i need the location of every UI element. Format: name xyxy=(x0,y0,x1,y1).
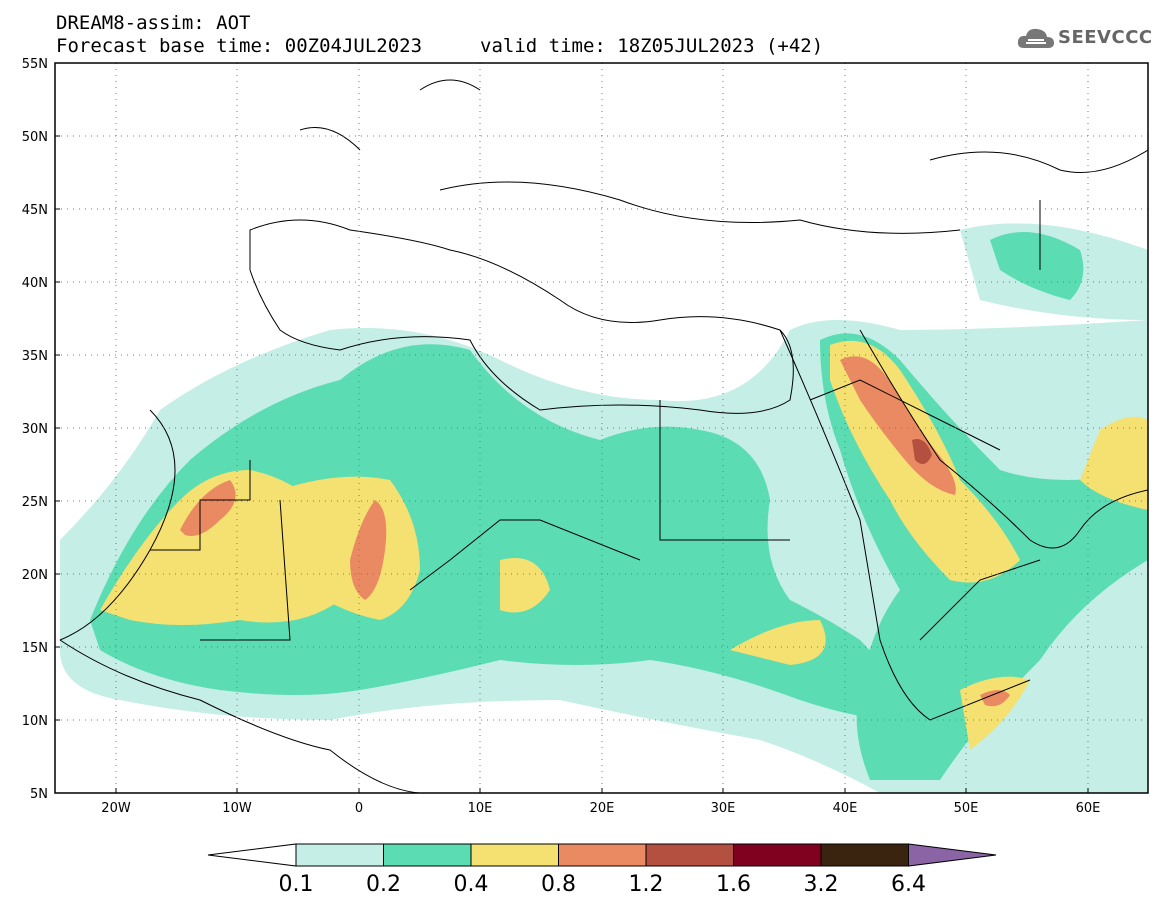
lon-label: 20E xyxy=(590,801,615,816)
logo-text: SEEVCCC xyxy=(1058,27,1153,48)
colorbar-low-arrow xyxy=(207,843,297,867)
lon-labels: 20W 10W 0 10E 20E 30E 40E 50E 60E xyxy=(101,801,1100,816)
forecast-base-time: Forecast base time: 00Z04JUL2023 xyxy=(56,35,423,57)
lat-ticks xyxy=(55,62,60,794)
seevccc-logo: SEEVCCC xyxy=(1016,22,1156,56)
colorbar-segment xyxy=(733,843,822,867)
lon-label: 10E xyxy=(468,801,493,816)
lat-label: 45N xyxy=(22,203,48,218)
aot-contours xyxy=(60,223,1148,793)
colorbar-segment xyxy=(470,843,559,867)
cloud-icon xyxy=(1017,28,1054,48)
lat-label: 10N xyxy=(22,714,48,729)
lat-label: 50N xyxy=(22,130,48,145)
valid-time: valid time: 18Z05JUL2023 (+42) xyxy=(480,35,824,57)
colorbar-label: 0.8 xyxy=(541,872,576,897)
colorbar xyxy=(207,843,997,867)
lat-label: 40N xyxy=(22,276,48,291)
grid-lines xyxy=(55,63,1148,793)
colorbar-segment xyxy=(383,843,472,867)
colorbar-segment xyxy=(645,843,734,867)
lon-label: 20W xyxy=(101,801,131,816)
lat-label: 15N xyxy=(22,641,48,656)
colorbar-segment xyxy=(558,843,647,867)
chart-title: DREAM8-assim: AOT xyxy=(56,12,251,34)
colorbar-label: 6.4 xyxy=(891,872,926,897)
lat-label: 5N xyxy=(30,787,48,802)
lon-label: 30E xyxy=(711,801,736,816)
colorbar-label: 0.4 xyxy=(454,872,489,897)
lon-label: 60E xyxy=(1076,801,1101,816)
lon-label: 50E xyxy=(954,801,979,816)
colorbar-label: 3.2 xyxy=(804,872,839,897)
lon-label: 10W xyxy=(222,801,252,816)
lat-label: 55N xyxy=(22,57,48,72)
lat-label: 35N xyxy=(22,349,48,364)
colorbar-segment xyxy=(295,843,384,867)
colorbar-label: 1.6 xyxy=(716,872,751,897)
lon-label: 40E xyxy=(833,801,858,816)
lat-label: 20N xyxy=(22,568,48,583)
lon-label: 0 xyxy=(355,801,363,816)
colorbar-labels: 0.1 0.2 0.4 0.8 1.2 1.6 3.2 6.4 xyxy=(279,872,927,897)
lat-label: 30N xyxy=(22,422,48,437)
lat-labels: 55N 50N 45N 40N 35N 30N 25N 20N 15N 10N … xyxy=(22,57,48,802)
colorbar-high-arrow xyxy=(908,843,997,867)
colorbar-label: 1.2 xyxy=(629,872,664,897)
colorbar-segment xyxy=(820,843,909,867)
colorbar-label: 0.2 xyxy=(366,872,401,897)
colorbar-label: 0.1 xyxy=(279,872,314,897)
lon-ticks xyxy=(115,788,1089,793)
lat-label: 25N xyxy=(22,495,48,510)
coastlines xyxy=(59,79,1148,793)
